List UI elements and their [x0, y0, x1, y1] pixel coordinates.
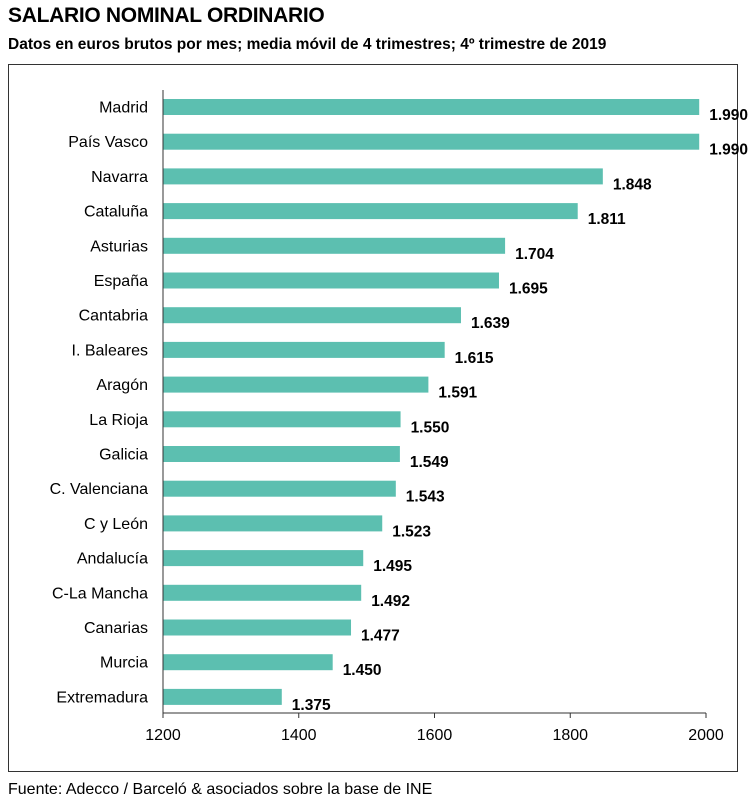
data-label: 1.990 — [709, 142, 748, 159]
bar — [163, 203, 578, 220]
data-label: 1.639 — [471, 315, 510, 332]
category-label: País Vasco — [68, 134, 148, 151]
category-label: Asturias — [90, 238, 148, 255]
data-label: 1.615 — [455, 350, 494, 367]
category-label: Andalucía — [77, 551, 148, 568]
data-label: 1.543 — [406, 489, 445, 506]
bar — [163, 341, 445, 358]
data-label: 1.492 — [371, 593, 410, 610]
x-tick-label: 1600 — [417, 727, 453, 744]
bar — [163, 550, 364, 567]
bar — [163, 688, 282, 705]
x-tick-label: 2000 — [688, 727, 724, 744]
data-label: 1.811 — [588, 211, 626, 228]
category-label: C. Valenciana — [50, 481, 149, 498]
bar — [163, 411, 401, 428]
category-label: Cataluña — [84, 204, 148, 221]
bar — [163, 272, 499, 289]
category-label: Galicia — [99, 447, 148, 464]
data-label: 1.549 — [410, 454, 449, 471]
category-label: España — [94, 273, 148, 290]
category-label: Murcia — [100, 655, 148, 672]
data-label: 1.848 — [613, 176, 652, 193]
bar — [163, 237, 506, 254]
category-label: Aragón — [96, 377, 148, 394]
data-label: 1.990 — [709, 107, 748, 124]
chart-title: SALARIO NOMINAL ORDINARIO — [8, 4, 325, 27]
category-label: C-La Mancha — [52, 585, 148, 602]
category-label: C y León — [84, 516, 148, 533]
x-tick-label: 1400 — [281, 727, 317, 744]
data-label: 1.695 — [509, 281, 548, 298]
category-label: La Rioja — [89, 412, 148, 429]
source-note: Fuente: Adecco / Barceló & asociados sob… — [8, 781, 433, 798]
data-label: 1.495 — [373, 558, 412, 575]
data-label: 1.477 — [361, 628, 400, 645]
bar — [163, 654, 333, 671]
category-label: Navarra — [91, 169, 148, 186]
bar — [163, 133, 700, 150]
chart-subtitle: Datos en euros brutos por mes; media móv… — [8, 36, 607, 53]
category-label: Madrid — [99, 100, 148, 117]
bar — [163, 307, 461, 324]
data-label: 1.450 — [343, 662, 382, 679]
category-label: Cantabria — [79, 308, 148, 325]
data-label: 1.523 — [392, 523, 431, 540]
bar — [163, 99, 700, 115]
bar — [163, 376, 429, 393]
bar — [163, 584, 362, 601]
data-label: 1.550 — [411, 419, 450, 436]
category-label: I. Baleares — [72, 342, 148, 359]
bar — [163, 446, 400, 462]
data-label: 1.375 — [292, 697, 331, 714]
bar — [163, 515, 383, 532]
category-label: Extremadura — [56, 689, 148, 706]
bar — [163, 619, 352, 636]
bar — [163, 480, 396, 497]
data-label: 1.591 — [438, 385, 477, 402]
bar — [163, 168, 603, 185]
x-tick-label: 1800 — [552, 727, 588, 744]
x-tick-label: 1200 — [145, 727, 181, 744]
data-label: 1.704 — [515, 246, 554, 263]
category-label: Canarias — [84, 620, 148, 637]
chart-frame — [8, 64, 738, 772]
